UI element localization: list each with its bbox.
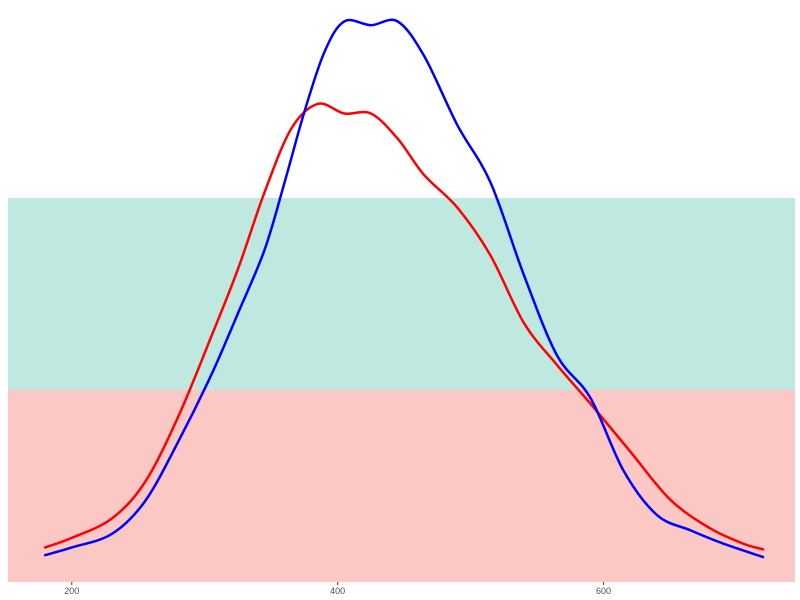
x-axis: 200 400 600 (64, 582, 611, 596)
x-tick-label: 200 (64, 586, 79, 596)
x-tick-label: 600 (596, 586, 611, 596)
background-bands (8, 6, 795, 582)
x-tick-label: 400 (330, 586, 345, 596)
series-line-1 (43, 18, 765, 559)
series-lines (43, 18, 765, 559)
band-1 (8, 198, 795, 390)
series-line-0 (43, 102, 765, 551)
band-2 (8, 6, 795, 198)
band-0 (8, 390, 795, 582)
